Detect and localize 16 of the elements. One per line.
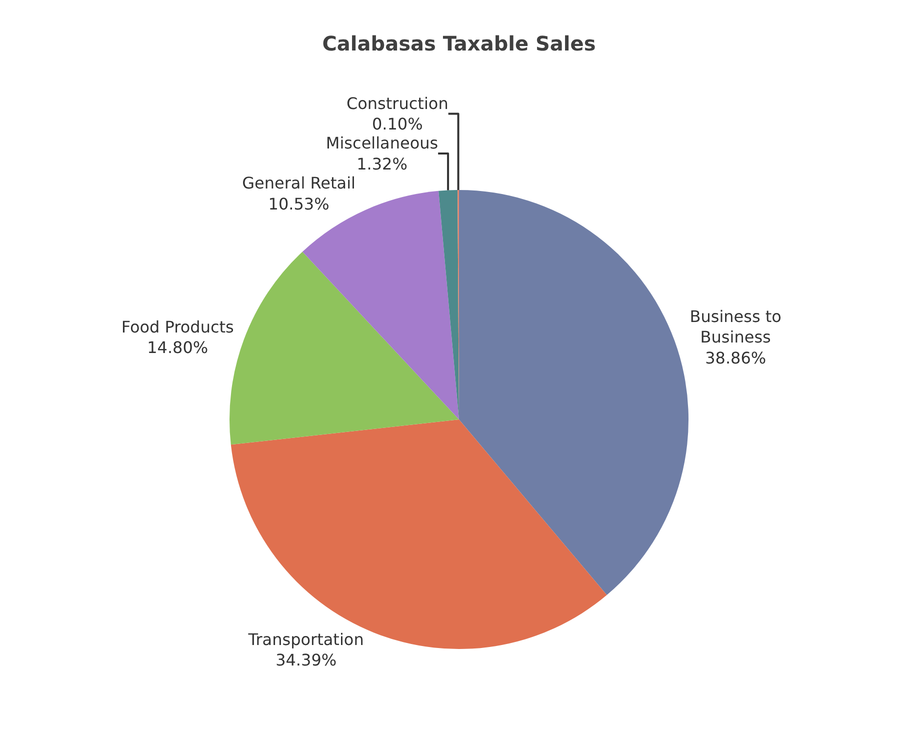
data-label: 14.80%	[147, 338, 208, 358]
chart-title: Calabasas Taxable Sales	[322, 31, 596, 56]
slice-label: Business to Business	[690, 306, 782, 347]
slice-label: Transportation	[247, 630, 364, 649]
data-label: 34.39%	[276, 650, 337, 670]
pie-slice	[459, 190, 688, 596]
slice-label: Construction	[346, 94, 448, 113]
slice-label: Miscellaneous	[326, 134, 438, 153]
data-label: 0.10%	[372, 114, 423, 134]
data-label: 38.86%	[705, 348, 766, 368]
pie-slice	[230, 420, 607, 649]
pie-slice	[438, 190, 459, 420]
slice-label: Food Products	[121, 317, 234, 336]
data-label: 1.32%	[356, 154, 408, 174]
data-label: 10.53%	[268, 194, 330, 214]
slice-label: General Retail	[242, 173, 356, 192]
